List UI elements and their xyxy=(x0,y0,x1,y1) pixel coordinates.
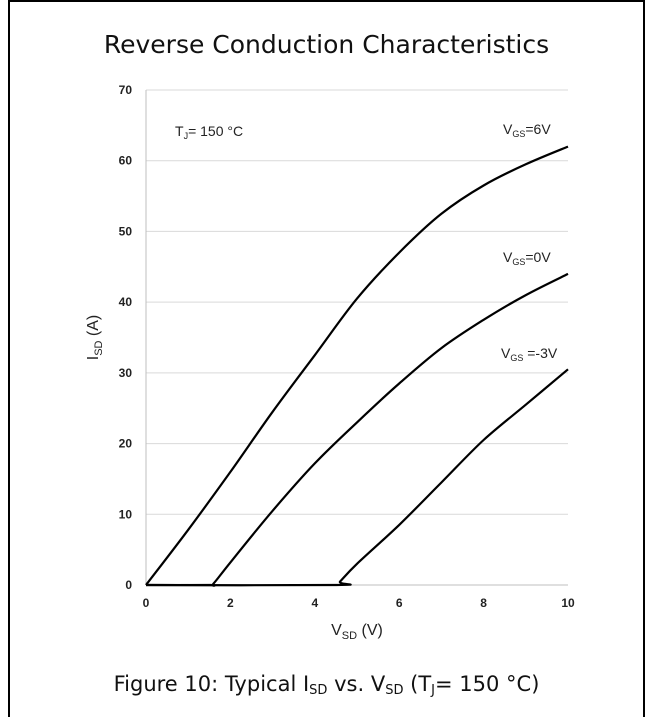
caption-sub2: SD xyxy=(385,683,404,698)
y-tick-label: 10 xyxy=(119,507,133,521)
grid-layer xyxy=(146,89,568,515)
x-tick-label: 10 xyxy=(561,596,575,610)
series-vgs-0v-line xyxy=(145,272,569,587)
series-vgs-6v-line xyxy=(145,145,569,586)
x-tick-label: 6 xyxy=(396,596,403,610)
series-vgs-neg3v-label: VGS =-3V xyxy=(501,345,558,363)
y-tick-label: 20 xyxy=(119,437,133,451)
caption-sub1: SD xyxy=(309,683,328,698)
x-tick-label: 0 xyxy=(143,596,150,610)
y-tick-label: 70 xyxy=(119,83,133,97)
caption-mid2: (T xyxy=(403,672,432,696)
y-axis-label: ISD (A) xyxy=(85,315,105,361)
x-tick-label: 4 xyxy=(311,596,318,610)
caption-mid: vs. V xyxy=(327,672,386,696)
y-tick-label: 40 xyxy=(119,295,133,309)
y-tick-label: 30 xyxy=(119,366,133,380)
label-layer: VSD (V) ISD (A) TJ= 150 °C VGS=6V VGS=0V VGS … xyxy=(85,121,558,642)
caption-sub3: J xyxy=(431,683,435,698)
y-tick-label: 50 xyxy=(119,224,133,238)
axes-layer: 0 10 20 30 40 50 60 70 0 2 4 6 8 10 xyxy=(119,83,575,610)
x-axis-label: VSD (V) xyxy=(331,622,383,642)
series-vgs-0v-label: VGS=0V xyxy=(503,249,551,267)
series-layer xyxy=(145,145,569,587)
chart-title: Reverse Conduction Characteristics xyxy=(103,30,550,59)
caption-suffix: = 150 °C) xyxy=(435,672,540,696)
temperature-annotation: TJ= 150 °C xyxy=(175,123,243,141)
x-tick-label: 2 xyxy=(227,596,234,610)
figure-border xyxy=(8,0,645,717)
figure-caption: Figure 10: Typical ISD vs. VSD (TJ= 150 … xyxy=(8,672,645,698)
caption-prefix: Figure 10: Typical I xyxy=(113,672,310,696)
series-vgs-neg3v-line xyxy=(145,368,569,587)
x-tick-label: 8 xyxy=(480,596,487,610)
series-vgs-6v-label: VGS=6V xyxy=(503,121,551,139)
y-tick-label: 0 xyxy=(125,578,132,592)
y-tick-label: 60 xyxy=(119,154,133,168)
